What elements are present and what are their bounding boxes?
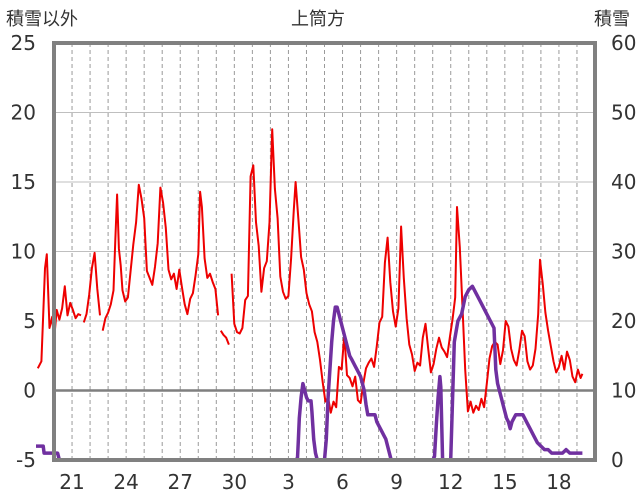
left-tick-label-5: 20 [11,101,36,125]
left-tick-label-6: 25 [11,31,36,55]
left-axis-ticks: -5 0 5 10 15 20 25 [11,31,36,472]
x-tick-label-2: 27 [168,470,193,494]
left-axis-title: 積雪以外 [6,9,78,30]
left-tick-label-3: 10 [11,240,36,264]
left-tick-label-1: 0 [23,379,36,403]
x-tick-label-0: 21 [59,470,84,494]
x-axis-ticks: 21 24 27 30 3 6 9 12 15 18 [59,470,571,494]
temperature-series-line [36,128,584,414]
right-tick-label-0: 0 [611,448,624,472]
right-tick-label-6: 60 [611,31,636,55]
series-group [36,128,584,462]
right-tick-label-2: 20 [611,309,636,333]
plot-frame [52,41,597,462]
left-tick-label-4: 15 [11,170,36,194]
snow-depth-series-line [36,284,583,462]
right-tick-label-1: 10 [611,379,636,403]
right-axis-title: 積雪 [594,9,630,30]
x-tick-label-6: 9 [390,470,403,494]
left-tick-label-0: -5 [16,448,36,472]
x-tick-label-7: 12 [438,470,463,494]
chart-title: 上筒方 [291,9,345,30]
right-axis-ticks: 0 10 20 30 40 50 60 [611,31,636,472]
right-tick-label-4: 40 [611,170,636,194]
right-tick-label-3: 30 [611,240,636,264]
x-tick-label-1: 24 [113,470,138,494]
right-tick-label-5: 50 [611,101,636,125]
x-tick-label-8: 15 [492,470,517,494]
x-tick-label-9: 18 [546,470,571,494]
left-tick-label-2: 5 [23,309,36,333]
x-tick-label-5: 6 [336,470,349,494]
x-tick-label-3: 30 [222,470,247,494]
x-tick-label-4: 3 [282,470,295,494]
